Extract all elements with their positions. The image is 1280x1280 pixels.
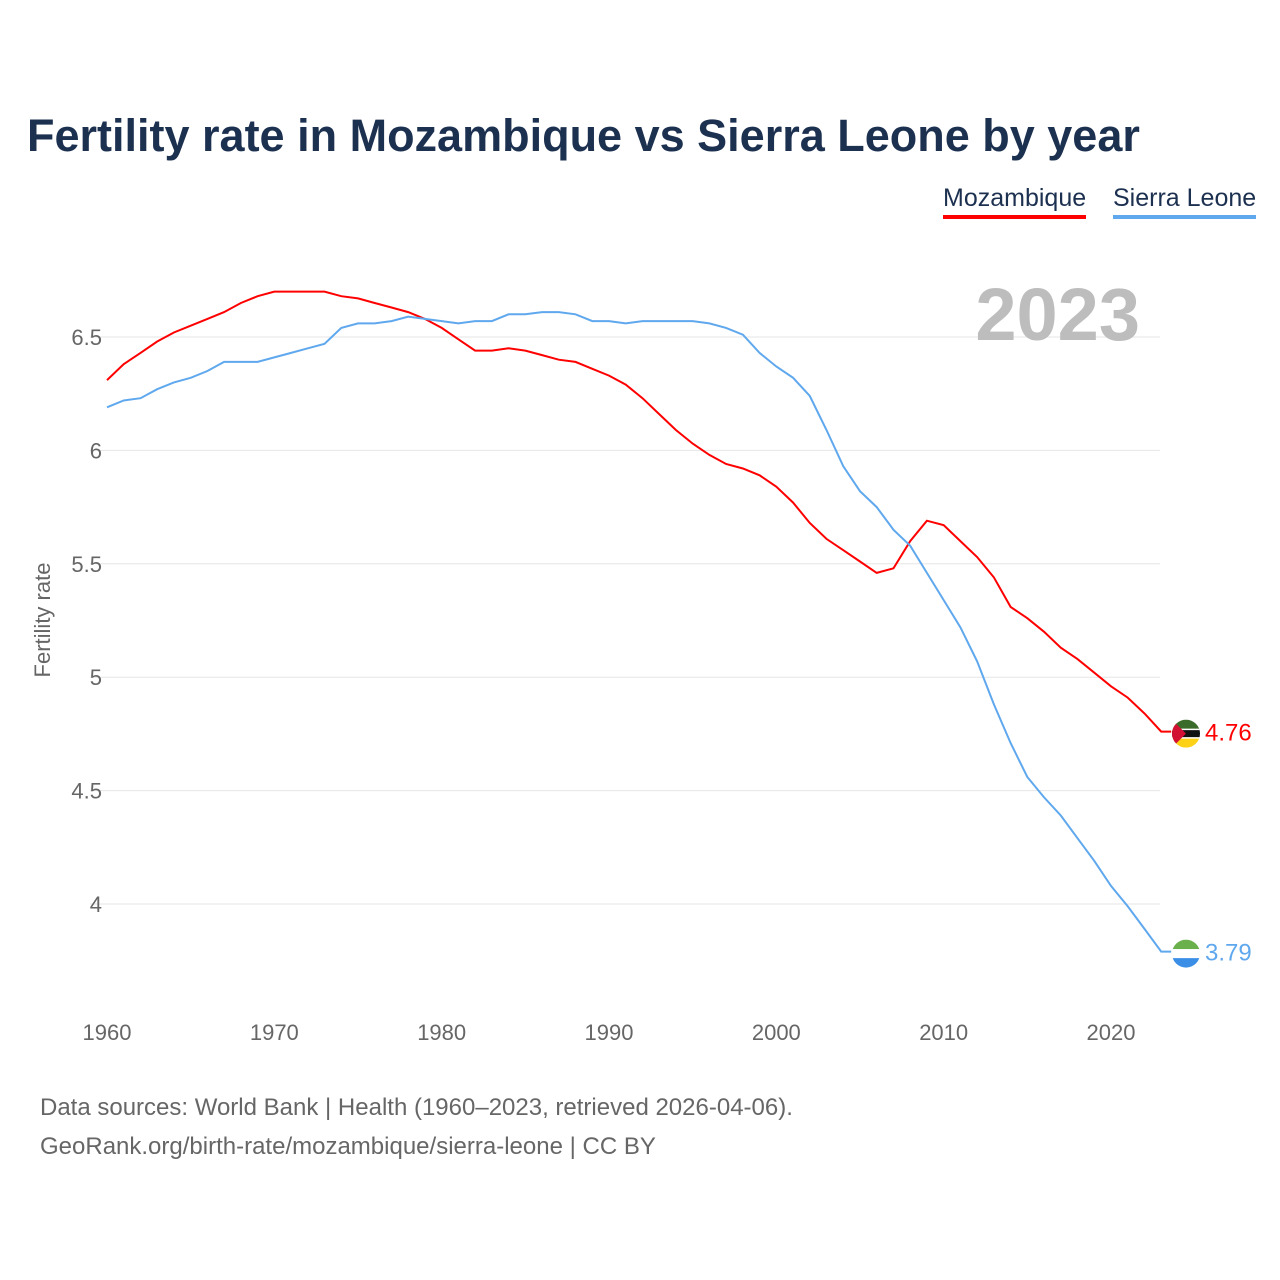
y-tick-label: 5	[90, 665, 102, 690]
x-tick-label: 2010	[919, 1020, 968, 1045]
y-tick-label: 4	[90, 892, 102, 917]
source-line-2[interactable]: GeoRank.org/birth-rate/mozambique/sierra…	[40, 1133, 656, 1160]
end-value-label: 3.79	[1205, 940, 1252, 967]
legend-sierra-leone[interactable]: Sierra Leone	[1113, 184, 1257, 219]
y-axis-label: Fertility rate	[30, 563, 55, 678]
x-tick-label: 1970	[250, 1020, 299, 1045]
series-line-sierra-leone	[106, 311, 1172, 953]
year-badge: 2023	[975, 273, 1140, 356]
source-line-1: Data sources: World Bank | Health (1960–…	[40, 1094, 793, 1121]
y-tick-label: 5.5	[71, 552, 102, 577]
x-tick-label: 2020	[1087, 1020, 1136, 1045]
mozambique-flag-icon	[1172, 719, 1200, 748]
x-tick-label: 2000	[752, 1020, 801, 1045]
end-value-label: 4.76	[1205, 720, 1252, 747]
source-note: Data sources: World Bank | Health (1960–…	[40, 1088, 793, 1166]
series-line-mozambique	[106, 290, 1172, 733]
x-tick-label: 1990	[585, 1020, 634, 1045]
y-tick-label: 6	[90, 438, 102, 463]
legend-mozambique[interactable]: Mozambique	[943, 184, 1087, 219]
y-tick-label: 4.5	[71, 779, 102, 804]
y-tick-label: 6.5	[71, 325, 102, 350]
x-tick-label: 1980	[417, 1020, 466, 1045]
chart-title: Fertility rate in Mozambique vs Sierra L…	[27, 110, 1140, 161]
x-tick-label: 1960	[83, 1020, 132, 1045]
sierra-leone-flag-icon	[1172, 939, 1200, 968]
